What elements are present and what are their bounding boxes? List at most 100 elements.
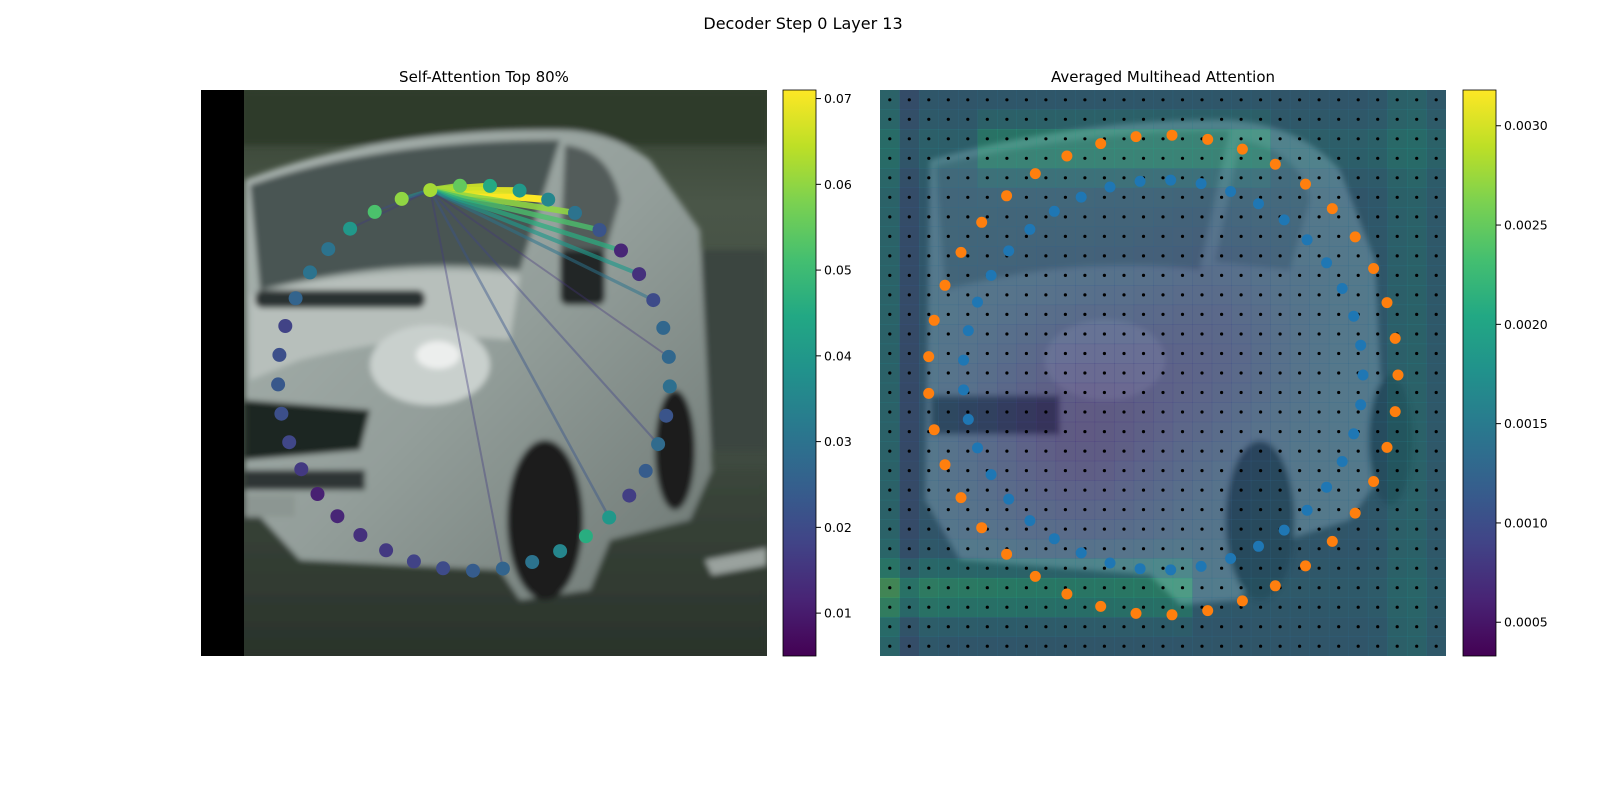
- grid-point: [1005, 371, 1009, 375]
- attention-link: [429, 189, 504, 570]
- inner-contour-point: [1348, 428, 1360, 440]
- grid-point: [1317, 410, 1321, 414]
- attention-point: [622, 488, 637, 503]
- grid-point: [1376, 293, 1380, 297]
- grid-point: [1102, 625, 1106, 629]
- grid-point: [1376, 390, 1380, 395]
- grid-point: [1044, 527, 1048, 531]
- grid-point: [1083, 215, 1087, 219]
- grid-point: [1337, 508, 1341, 512]
- grid-point: [1376, 449, 1380, 453]
- grid-point: [1356, 117, 1360, 121]
- grid-point: [1220, 586, 1224, 590]
- grid-point: [1278, 410, 1282, 414]
- outer-contour-point: [1095, 600, 1107, 612]
- attention-point: [379, 543, 394, 558]
- grid-point: [1239, 430, 1243, 434]
- grid-point: [1278, 469, 1282, 473]
- grid-point: [1200, 98, 1204, 102]
- grid-point: [1395, 430, 1399, 434]
- grid-point: [1200, 508, 1204, 512]
- grid-point: [1259, 137, 1263, 141]
- grid-point: [1083, 273, 1087, 277]
- grid-point: [1102, 234, 1106, 238]
- grid-point: [1239, 98, 1243, 102]
- grid-point: [1220, 547, 1224, 551]
- grid-point: [1239, 176, 1243, 180]
- grid-point: [1376, 117, 1380, 121]
- grid-point: [1161, 469, 1165, 473]
- grid-point: [1220, 527, 1224, 531]
- grid-point: [1395, 195, 1399, 199]
- grid-point: [1161, 351, 1165, 356]
- attention-point: [646, 293, 661, 308]
- grid-point: [946, 527, 950, 531]
- inner-contour-point: [1278, 214, 1290, 226]
- grid-point: [907, 293, 911, 297]
- grid-point: [1395, 312, 1399, 316]
- grid-point: [1024, 527, 1028, 531]
- grid-point: [907, 449, 911, 453]
- grid-point: [1200, 527, 1204, 531]
- grid-point: [1044, 332, 1048, 336]
- grid-point: [1024, 508, 1028, 512]
- grid-point: [1122, 527, 1126, 531]
- grid-point: [985, 449, 989, 453]
- grid-point: [927, 644, 931, 648]
- grid-point: [1161, 273, 1165, 277]
- grid-point: [1044, 254, 1048, 258]
- grid-point: [1063, 488, 1067, 492]
- grid-point: [1395, 117, 1399, 121]
- grid-point: [1220, 137, 1224, 141]
- grid-point: [1083, 605, 1087, 609]
- grid-point: [1200, 234, 1204, 238]
- inner-contour-point: [985, 469, 997, 481]
- grid-point: [1083, 566, 1087, 570]
- grid-point: [1102, 332, 1106, 336]
- grid-point: [1337, 547, 1341, 551]
- grid-point: [1024, 625, 1028, 629]
- self-attention-colorbar: 0.01 0.02 0.03 0.04 0.05 0.06 0.07: [782, 89, 852, 657]
- grid-point: [1356, 98, 1360, 102]
- attention-point: [288, 291, 303, 306]
- grid-point: [1200, 625, 1204, 629]
- grid-point: [1337, 527, 1341, 531]
- grid-point: [1024, 273, 1028, 277]
- grid-point: [985, 547, 989, 551]
- grid-point: [966, 527, 970, 531]
- grid-point: [1298, 625, 1302, 629]
- attention-point: [321, 242, 336, 257]
- grid-point: [1044, 117, 1048, 121]
- grid-point: [1278, 351, 1282, 356]
- grid-point: [1220, 469, 1224, 473]
- grid-point: [888, 527, 892, 531]
- grid-point: [1220, 234, 1224, 238]
- grid-point: [1356, 586, 1360, 590]
- grid-point: [1200, 215, 1204, 219]
- grid-point: [1298, 273, 1302, 277]
- attention-point: [303, 265, 317, 280]
- grid-point: [1005, 586, 1009, 590]
- grid-point: [1220, 430, 1224, 434]
- outer-contour-point: [1095, 138, 1107, 150]
- outer-contour-point: [1236, 143, 1248, 155]
- grid-point: [1259, 371, 1263, 375]
- grid-point: [966, 430, 970, 434]
- outer-contour-point: [1269, 158, 1281, 170]
- attention-point: [662, 379, 677, 394]
- grid-point: [1415, 527, 1419, 531]
- grid-point: [1356, 195, 1360, 199]
- grid-point: [1220, 215, 1224, 219]
- inner-contour-point: [1301, 504, 1313, 516]
- grid-point: [1259, 293, 1263, 297]
- grid-point: [1024, 215, 1028, 219]
- attention-link: [427, 187, 624, 253]
- outer-contour-point: [928, 314, 940, 326]
- inner-contour-point: [958, 354, 970, 366]
- grid-point: [985, 508, 989, 512]
- grid-point: [985, 644, 989, 648]
- grid-point: [1395, 293, 1399, 297]
- grid-point: [888, 293, 892, 297]
- grid-point: [1259, 273, 1263, 277]
- grid-point: [888, 117, 892, 121]
